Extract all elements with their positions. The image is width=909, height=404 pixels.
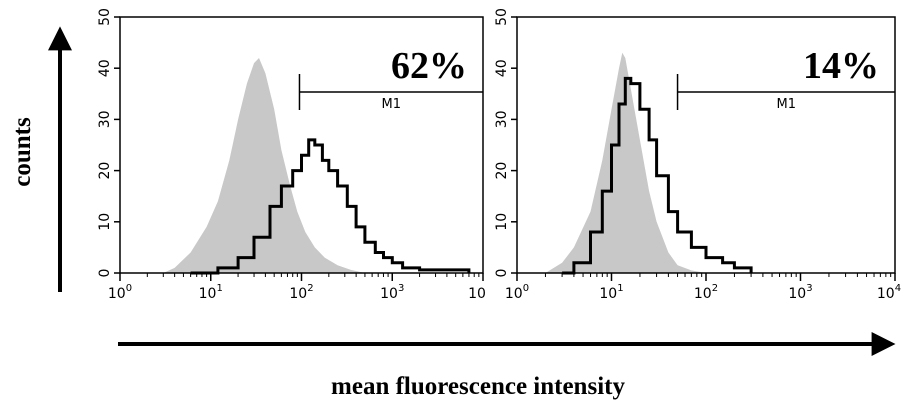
y-ticks: 0 10 20 30 40 50 (97, 8, 120, 277)
y-tick-label: 50 (97, 8, 113, 26)
x-tick-label: 103 (788, 283, 812, 302)
gate-percent: 62% (391, 45, 467, 87)
y-tick-label: 0 (97, 269, 113, 278)
x-tick-label: 102 (289, 283, 313, 302)
control-histogram (163, 58, 365, 273)
y-tick-label: 30 (97, 110, 113, 128)
sample-histogram (562, 76, 753, 275)
y-tick-label: 0 (494, 269, 510, 278)
x-tick-label: 100 (505, 283, 529, 302)
y-tick-label: 30 (494, 110, 510, 128)
x-tick-label: 100 (108, 283, 132, 302)
y-tick-label: 20 (97, 162, 113, 180)
x-tick-label: 102 (694, 283, 718, 302)
x-ticks: 100 101 102 103 104 (505, 273, 901, 302)
y-ticks: 0 10 20 30 40 50 (494, 8, 517, 277)
x-tick-label: 103 (380, 283, 404, 302)
y-tick-label: 10 (494, 213, 510, 231)
y-tick-label: 10 (97, 213, 113, 231)
x-tick-label: 101 (599, 283, 623, 302)
histogram-panel-1: 0 10 20 30 40 50 100 101 102 103 10 M1 62% (97, 8, 486, 302)
y-tick-label: 40 (494, 59, 510, 77)
x-tick-label: 101 (199, 283, 223, 302)
y-tick-label: 20 (494, 162, 510, 180)
x-tick-label: 104 (877, 283, 901, 302)
histogram-panel-2: 0 10 20 30 40 50 100 101 102 103 104 M1 14% (494, 8, 901, 302)
gate-percent: 14% (803, 45, 879, 87)
control-histogram (545, 52, 706, 273)
sample-histogram (190, 138, 471, 275)
gate-label: M1 (381, 97, 401, 112)
x-tick-label: 10 (468, 286, 486, 302)
y-tick-label: 40 (97, 59, 113, 77)
gate-label: M1 (777, 97, 797, 112)
x-axis-title: mean fluorescence intensity (331, 373, 625, 400)
y-tick-label: 50 (494, 8, 510, 26)
x-ticks: 100 101 102 103 10 (108, 273, 486, 302)
y-axis-title: counts (9, 117, 36, 187)
